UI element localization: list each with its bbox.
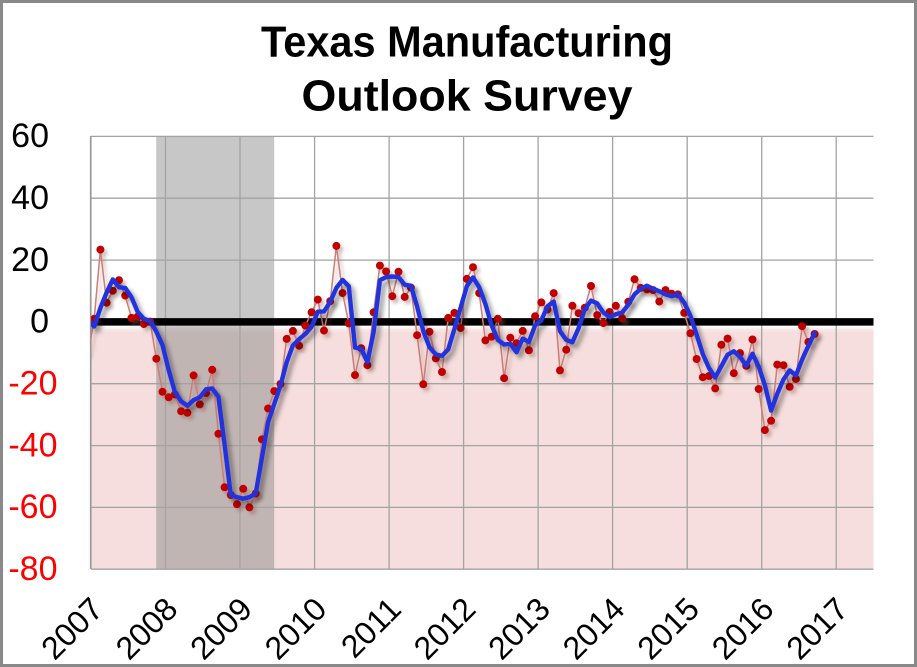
svg-text:-20: -20 bbox=[8, 365, 57, 403]
svg-text:0: 0 bbox=[30, 303, 49, 341]
svg-text:-80: -80 bbox=[8, 550, 57, 588]
svg-text:Outlook Survey: Outlook Survey bbox=[302, 72, 634, 121]
svg-text:-40: -40 bbox=[8, 426, 57, 464]
svg-text:20: 20 bbox=[11, 241, 49, 279]
svg-text:60: 60 bbox=[11, 117, 49, 155]
svg-text:40: 40 bbox=[11, 179, 49, 217]
svg-text:-60: -60 bbox=[8, 488, 57, 526]
svg-text:Texas Manufacturing: Texas Manufacturing bbox=[261, 18, 673, 67]
